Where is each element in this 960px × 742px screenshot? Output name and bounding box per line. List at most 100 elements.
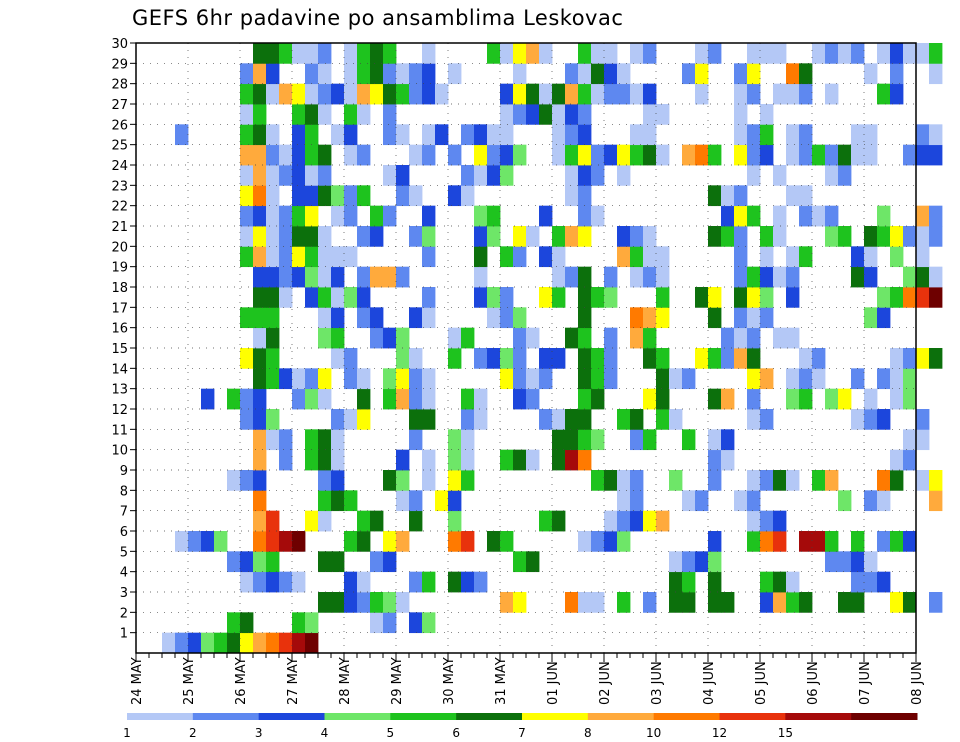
heatmap-cell (786, 124, 800, 146)
heatmap-cell (513, 246, 527, 268)
heatmap-cell (539, 246, 553, 268)
heatmap-cell (253, 571, 267, 593)
heatmap-cell (461, 165, 475, 186)
heatmap-cell (617, 63, 631, 85)
heatmap-cell (357, 368, 371, 390)
heatmap-cell (838, 551, 852, 573)
heatmap-cell (331, 470, 345, 491)
heatmap-cell (877, 43, 891, 64)
heatmap-cell (604, 327, 618, 349)
heatmap-cell (786, 327, 800, 349)
heatmap-cell (383, 266, 397, 288)
heatmap-cell (422, 205, 436, 227)
heatmap-cell (929, 592, 943, 613)
heatmap-cell (578, 63, 592, 85)
heatmap-cell (825, 551, 839, 573)
heatmap-cell (292, 165, 306, 186)
heatmap-cell (422, 571, 436, 593)
heatmap-cell (422, 226, 436, 247)
heatmap-cell (279, 165, 293, 186)
heatmap-cell (240, 205, 254, 227)
heatmap-cell (266, 429, 280, 451)
heatmap-cell (656, 104, 670, 125)
heatmap-cell (279, 144, 293, 166)
heatmap-cell (253, 144, 267, 166)
heatmap-cell (578, 226, 592, 247)
x-tick-label: 04 JUN (702, 661, 717, 705)
heatmap-cell (747, 266, 761, 288)
heatmap-cell (565, 429, 579, 451)
heatmap-cell (253, 327, 267, 349)
heatmap-cell (318, 470, 332, 491)
heatmap-cell (747, 144, 761, 166)
heatmap-cell (773, 226, 787, 247)
heatmap-cell (708, 185, 722, 207)
heatmap-cell (565, 83, 579, 105)
legend-swatch (324, 713, 391, 720)
heatmap-cell (227, 612, 241, 634)
heatmap-cell (877, 571, 891, 593)
heatmap-cell (929, 266, 943, 288)
heatmap-cell (474, 165, 488, 186)
heatmap-cell (643, 144, 657, 166)
heatmap-cell (487, 165, 501, 186)
heatmap-cell (344, 409, 358, 430)
heatmap-cell (747, 510, 761, 532)
x-tick-label: 26 MAY (234, 657, 249, 705)
heatmap-cell (656, 307, 670, 329)
heatmap-cell (500, 43, 514, 64)
heatmap-cell (786, 246, 800, 268)
heatmap-cell (552, 429, 566, 451)
heatmap-cell (682, 429, 696, 451)
heatmap-cell (175, 124, 189, 146)
heatmap-cell (357, 571, 371, 593)
heatmap-cell (266, 632, 280, 654)
heatmap-cell (396, 165, 410, 186)
x-tick-label: 05 JUN (754, 661, 769, 705)
heatmap-cell (409, 388, 423, 410)
heatmap-cell (864, 144, 878, 166)
heatmap-cell (890, 348, 904, 369)
heatmap-cell (903, 287, 917, 308)
heatmap-cell (266, 571, 280, 593)
heatmap-cell (825, 205, 839, 227)
x-tick-label: 03 JUN (650, 661, 665, 705)
heatmap-cell (305, 287, 319, 308)
heatmap-cell (877, 287, 891, 308)
heatmap-cell (630, 409, 644, 430)
heatmap-cell (578, 388, 592, 410)
heatmap-cell (786, 287, 800, 308)
heatmap-cell (851, 531, 865, 552)
heatmap-cell (331, 307, 345, 329)
heatmap-cell (604, 266, 618, 288)
heatmap-cell (318, 185, 332, 207)
heatmap-cell (214, 632, 228, 654)
heatmap-cell (383, 551, 397, 573)
heatmap-cell (253, 83, 267, 105)
heatmap-cell (305, 449, 319, 471)
heatmap-cell (487, 124, 501, 146)
heatmap-cell (890, 449, 904, 471)
heatmap-cell (656, 510, 670, 532)
heatmap-cell (292, 246, 306, 268)
heatmap-cell (825, 43, 839, 64)
heatmap-cell (552, 226, 566, 247)
heatmap-cell (695, 63, 709, 85)
heatmap-cell (630, 124, 644, 146)
heatmap-cell (305, 388, 319, 410)
heatmap-cell (734, 185, 748, 207)
legend-swatch (258, 713, 325, 720)
heatmap-cell (929, 124, 943, 146)
heatmap-cell (253, 470, 267, 491)
heatmap-cell (513, 43, 527, 64)
heatmap-cell (513, 63, 527, 85)
heatmap-cell (422, 449, 436, 471)
x-tick-label: 08 JUN (910, 661, 925, 705)
heatmap-cell (656, 266, 670, 288)
heatmap-cell (630, 470, 644, 491)
heatmap-cell (357, 185, 371, 207)
heatmap-cell (721, 205, 735, 227)
heatmap-cell (799, 63, 813, 85)
heatmap-cell (357, 63, 371, 85)
heatmap-cell (773, 327, 787, 349)
